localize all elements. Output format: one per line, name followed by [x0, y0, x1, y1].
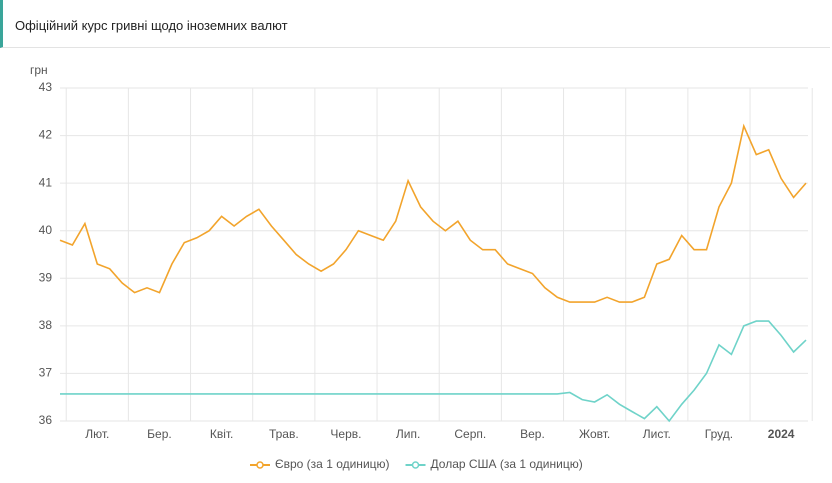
x-tick-label: 2024	[768, 427, 795, 441]
y-tick-label: 36	[39, 413, 53, 427]
legend-marker-dot	[256, 461, 264, 469]
x-tick-label: Жовт.	[579, 427, 610, 441]
title-bar: Офіційний курс гривні щодо іноземних вал…	[0, 0, 830, 48]
x-tick-label: Лист.	[643, 427, 671, 441]
x-tick-label: Трав.	[269, 427, 299, 441]
y-tick-label: 41	[39, 175, 53, 189]
x-tick-label: Черв.	[330, 427, 361, 441]
series-line	[60, 320, 807, 423]
x-tick-label: Лют.	[85, 427, 109, 441]
x-tick-label: Лип.	[396, 427, 420, 441]
y-tick-label: 37	[39, 366, 53, 380]
y-tick-label: 43	[39, 80, 53, 94]
legend-marker-dot	[411, 461, 420, 469]
y-tick-label: 42	[39, 128, 53, 142]
y-tick-label: 40	[39, 223, 53, 237]
y-tick-label: 38	[39, 318, 53, 332]
x-tick-label: Вер.	[520, 427, 545, 441]
chart-title: Офіційний курс гривні щодо іноземних вал…	[15, 18, 288, 33]
legend-label: Долар США (за 1 одиницю)	[431, 457, 583, 471]
y-axis-label: грн	[30, 63, 48, 77]
x-tick-label: Квіт.	[210, 427, 234, 441]
series-line	[59, 123, 807, 303]
x-tick-label: Груд.	[705, 427, 733, 441]
y-tick-label: 39	[39, 270, 53, 284]
x-tick-label: Серп.	[454, 427, 486, 441]
x-tick-label: Бер.	[147, 427, 172, 441]
legend-label: Євро (за 1 одиницю)	[275, 457, 390, 471]
